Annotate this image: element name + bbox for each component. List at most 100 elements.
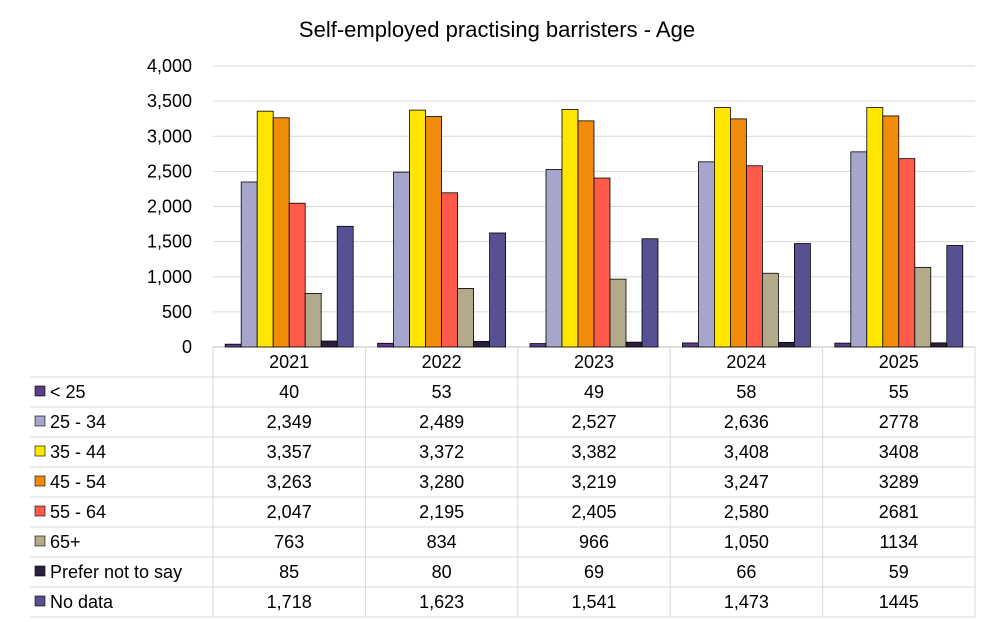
bar (336, 225, 354, 348)
y-tick-label: 1,500 (147, 232, 192, 252)
table-cell: 3,247 (724, 472, 769, 492)
legend-swatch (34, 595, 46, 607)
table-cell: 2778 (879, 412, 919, 432)
table-cell: 1,050 (724, 532, 769, 552)
chart-title: Self-employed practising barristers - Ag… (299, 17, 695, 42)
legend-label: Prefer not to say (50, 562, 182, 582)
table-cell: 58 (736, 382, 756, 402)
table-cell: 2,047 (267, 502, 312, 522)
legend-swatch (34, 475, 46, 487)
table-cell: 1,718 (267, 592, 312, 612)
table-cell: 2,636 (724, 412, 769, 432)
bar (393, 171, 411, 348)
y-tick-label: 3,500 (147, 91, 192, 111)
bar (866, 107, 884, 348)
y-tick-label: 0 (182, 337, 192, 357)
bars (224, 107, 964, 348)
table-cell: 1,623 (419, 592, 464, 612)
table-cell: 763 (274, 532, 304, 552)
bar (914, 266, 932, 348)
table-cell: 1134 (879, 532, 918, 552)
table-cell: 1445 (879, 592, 919, 612)
y-tick-label: 4,000 (147, 56, 192, 76)
table-cell: 2,195 (419, 502, 464, 522)
table-cell: 85 (279, 562, 299, 582)
bar (609, 278, 627, 348)
bar (545, 169, 563, 348)
table-cell: 3,382 (571, 442, 616, 462)
table-cell: 3,357 (267, 442, 312, 462)
bar (577, 120, 595, 348)
data-table: 2021 2022 2023 2024 2025 < 25 40 53 49 58 55 25 - 3… (30, 347, 976, 618)
table-cell: 1,473 (724, 592, 769, 612)
table-cell: 834 (427, 532, 457, 552)
table-cell: 2,405 (571, 502, 616, 522)
table-cell: 2,489 (419, 412, 464, 432)
bar (457, 288, 475, 348)
table-cell: 49 (584, 382, 604, 402)
bar (425, 116, 443, 348)
legend-label: No data (50, 592, 114, 612)
table-cell: 3,263 (267, 472, 312, 492)
x-tick-label: 2024 (726, 352, 766, 372)
y-tick-label: 2,000 (147, 197, 192, 217)
bar (946, 245, 964, 348)
bar (409, 109, 427, 348)
bar (778, 341, 795, 348)
bar (625, 341, 643, 348)
legend-swatch (34, 505, 46, 517)
table-cell: 2,527 (571, 412, 616, 432)
y-tick-label: 1,000 (147, 267, 192, 287)
bar (746, 165, 763, 348)
bar (762, 272, 779, 348)
bar (272, 117, 290, 348)
bar (256, 110, 274, 348)
table-cell: 3,372 (419, 442, 464, 462)
bar (850, 151, 868, 348)
table-cell: 55 (889, 382, 909, 402)
table-cell: 59 (889, 562, 909, 582)
y-tick-label: 3,000 (147, 126, 192, 146)
bar (529, 343, 547, 348)
y-tick-label: 2,500 (147, 161, 192, 181)
bar (834, 342, 852, 348)
bar (794, 243, 811, 348)
x-tick-label: 2025 (879, 352, 919, 372)
table-cell: 3408 (879, 442, 919, 462)
legend-swatch (34, 385, 46, 397)
legend-label: 55 - 64 (50, 502, 106, 522)
x-tick-label: 2022 (422, 352, 462, 372)
table-cell: 69 (584, 562, 604, 582)
table-cell: 966 (579, 532, 609, 552)
bar (561, 109, 579, 348)
bar (240, 181, 258, 348)
bar (593, 177, 611, 348)
bar (714, 107, 731, 348)
legend-label: 45 - 54 (50, 472, 106, 492)
bar (473, 340, 491, 348)
legend-swatch (34, 445, 46, 457)
x-tick-label: 2021 (269, 352, 309, 372)
bar (730, 118, 747, 348)
bar (377, 342, 395, 348)
table-cell: 40 (279, 382, 299, 402)
bar (698, 161, 715, 348)
table-cell: 2,580 (724, 502, 769, 522)
bar (489, 232, 507, 348)
x-tick-label: 2023 (574, 352, 614, 372)
table-cell: 3,280 (419, 472, 464, 492)
bar (224, 343, 242, 348)
bar (930, 342, 948, 348)
table-cell: 80 (432, 562, 452, 582)
table-cell: 53 (432, 382, 452, 402)
legend-swatch (34, 535, 46, 547)
table-cell: 2681 (879, 502, 919, 522)
bar (320, 340, 338, 348)
y-axis-ticks: 0 500 1,000 1,500 2,000 2,500 3,000 3,500 4,000 (147, 56, 192, 357)
bar (682, 342, 699, 348)
legend-swatch (34, 565, 46, 577)
bar (288, 202, 306, 348)
table-cell: 3,219 (571, 472, 616, 492)
